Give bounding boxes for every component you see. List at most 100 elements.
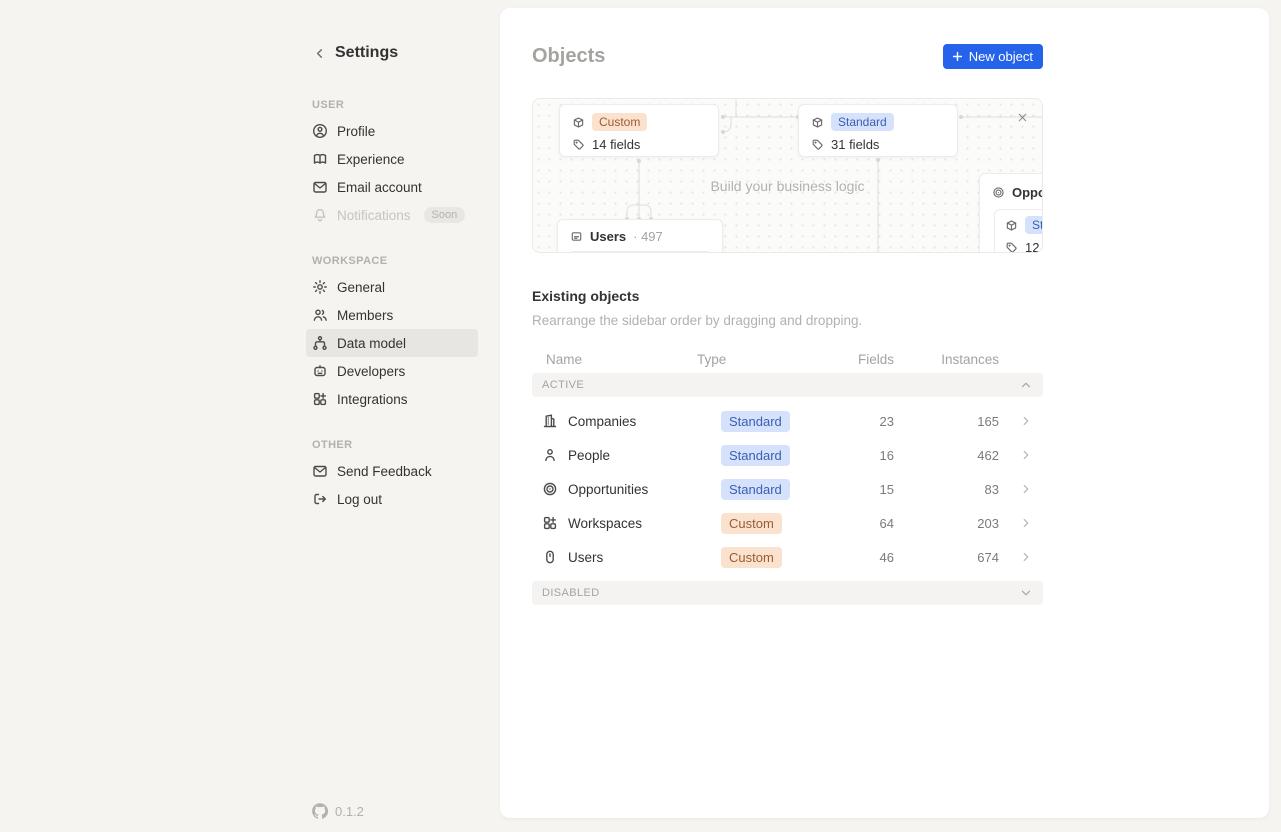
- sidebar-item-label: Data model: [337, 335, 407, 351]
- fields-count: 31 fields: [831, 137, 880, 152]
- bell-icon: [312, 207, 328, 223]
- type-badge: Custom: [721, 512, 782, 534]
- banner-users-card: Users · 497: [557, 219, 723, 252]
- chevron-right-icon: [1019, 550, 1033, 564]
- instances-count: 165: [977, 413, 999, 429]
- active-group-header[interactable]: ACTIVE: [532, 373, 1043, 397]
- disabled-group-label: DISABLED: [542, 587, 600, 599]
- chevron-right-icon: [1019, 516, 1033, 530]
- sidebar-item-general[interactable]: General: [306, 273, 478, 301]
- chevron-left-icon: [312, 46, 327, 61]
- sidebar-item-label: Notifications: [337, 207, 411, 223]
- target-icon: [542, 481, 558, 497]
- table-row-people[interactable]: People Standard 16 462: [532, 438, 1043, 472]
- object-name: Opportunities: [568, 481, 649, 497]
- sidebar-item-label: Email account: [337, 179, 422, 195]
- settings-main-panel: Objects New object: [500, 8, 1269, 818]
- tag-icon: [572, 138, 585, 151]
- soon-badge: Soon: [423, 207, 466, 223]
- sidebar-item-developers[interactable]: Developers: [306, 357, 478, 385]
- column-header-fields: Fields: [857, 351, 894, 367]
- building-icon: [542, 413, 558, 429]
- apps-icon: [312, 391, 328, 407]
- cube-icon: [572, 116, 585, 129]
- fields-count: 64: [879, 515, 894, 531]
- instances-count: 203: [977, 515, 999, 531]
- sidebar-item-label: Developers: [337, 363, 406, 379]
- fields-count: 15: [879, 481, 894, 497]
- sidebar-item-label: Integrations: [337, 391, 408, 407]
- logout-icon: [312, 491, 328, 507]
- plus-icon: [951, 50, 964, 63]
- instances-count: 83: [984, 481, 999, 497]
- section-label: USER: [312, 99, 345, 111]
- settings-back[interactable]: Settings: [312, 44, 478, 62]
- disabled-group-header[interactable]: DISABLED: [532, 581, 1043, 605]
- object-name: Users: [590, 229, 627, 244]
- object-name: Opportunities: [1012, 185, 1042, 200]
- type-badge: Custom: [721, 546, 782, 568]
- table-row-users[interactable]: Users Custom 46 674: [532, 540, 1043, 574]
- tag-icon: [1005, 241, 1018, 253]
- sidebar-section-other: OTHER Send Feedback Log out: [306, 439, 478, 513]
- existing-objects-subtitle: Rearrange the sidebar order by dragging …: [532, 313, 863, 328]
- object-name: Workspaces: [568, 515, 643, 531]
- robot-icon: [312, 363, 328, 379]
- mail-icon: [312, 463, 328, 479]
- instances-count: 462: [977, 447, 999, 463]
- banner-close-button[interactable]: [1013, 108, 1031, 126]
- github-icon: [312, 803, 328, 819]
- column-header-instances: Instances: [941, 351, 999, 367]
- sidebar-item-profile[interactable]: Profile: [306, 117, 478, 145]
- target-icon: [992, 186, 1005, 199]
- instances-count: 674: [977, 549, 999, 565]
- settings-sidebar: Settings USER Profile Experience Email a…: [0, 0, 500, 832]
- sidebar-item-label: Send Feedback: [337, 463, 432, 479]
- custom-type-badge: Custom: [592, 113, 648, 131]
- chevron-right-icon: [1019, 414, 1033, 428]
- chevron-up-icon: [1019, 378, 1033, 392]
- book-icon: [312, 151, 328, 167]
- person-icon: [542, 447, 558, 463]
- sidebar-item-email-account[interactable]: Email account: [306, 173, 478, 201]
- users-icon: [312, 307, 328, 323]
- existing-objects-title: Existing objects: [532, 288, 640, 304]
- standard-type-badge: Standard: [1025, 216, 1042, 234]
- card-icon: [570, 230, 583, 243]
- active-group-rows: Companies Standard 23 165 People Standar…: [532, 397, 1043, 581]
- new-object-button-label: New object: [968, 48, 1033, 64]
- type-badge: Standard: [721, 444, 790, 466]
- type-badge: Standard: [721, 410, 790, 432]
- sidebar-item-members[interactable]: Members: [306, 301, 478, 329]
- new-object-button[interactable]: New object: [942, 43, 1043, 69]
- fields-count: 14 fields: [592, 137, 641, 152]
- banner-caption: Build your business logic: [710, 178, 865, 194]
- section-label: OTHER: [312, 439, 353, 451]
- close-icon: [1016, 111, 1029, 124]
- sidebar-title: Settings: [335, 44, 399, 61]
- object-count: · 497: [633, 229, 663, 244]
- sidebar-item-experience[interactable]: Experience: [306, 145, 478, 173]
- banner-users-subbox: [568, 251, 712, 252]
- sidebar-item-log-out[interactable]: Log out: [306, 485, 478, 513]
- sidebar-item-data-model[interactable]: Data model: [306, 329, 478, 357]
- sidebar-item-send-feedback[interactable]: Send Feedback: [306, 457, 478, 485]
- fields-count: 23: [879, 413, 894, 429]
- page-title: Objects: [532, 44, 606, 67]
- table-row-companies[interactable]: Companies Standard 23 165: [532, 404, 1043, 438]
- version-number: 0.1.2: [335, 803, 364, 819]
- section-label: WORKSPACE: [312, 255, 388, 267]
- cube-icon: [811, 116, 824, 129]
- type-badge: Standard: [721, 478, 790, 500]
- fields-count: 12 fields: [1025, 240, 1042, 253]
- hierarchy-icon: [312, 335, 328, 351]
- mouse-icon: [542, 549, 558, 565]
- object-name: Users: [568, 549, 604, 565]
- chevron-right-icon: [1019, 448, 1033, 462]
- table-row-workspaces[interactable]: Workspaces Custom 64 203: [532, 506, 1043, 540]
- sidebar-item-label: Experience: [337, 151, 405, 167]
- app-version: 0.1.2: [312, 803, 364, 819]
- user-circle-icon: [312, 123, 328, 139]
- sidebar-item-integrations[interactable]: Integrations: [306, 385, 478, 413]
- table-row-opportunities[interactable]: Opportunities Standard 15 83: [532, 472, 1043, 506]
